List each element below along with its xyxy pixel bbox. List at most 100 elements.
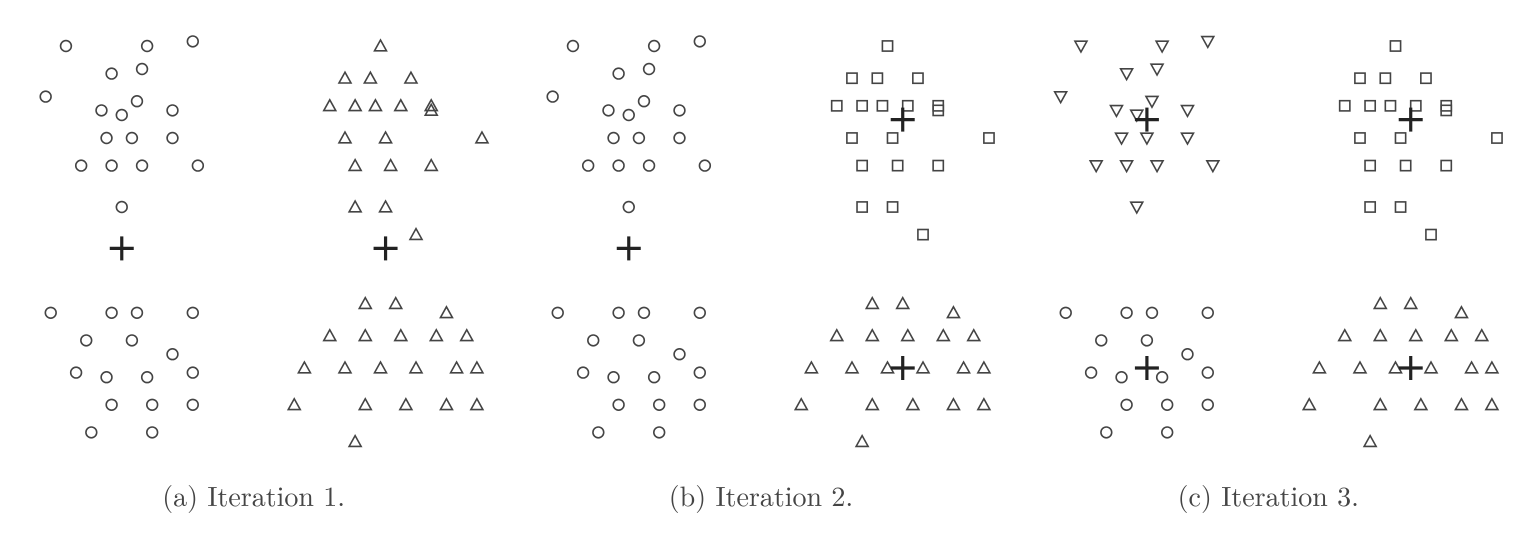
data-point-circle xyxy=(106,307,117,318)
data-point-triangle-up xyxy=(1404,298,1416,309)
data-point-triangle-up xyxy=(410,229,422,240)
data-point-circle xyxy=(116,202,127,213)
data-point-circle xyxy=(1096,335,1107,346)
data-point-circle xyxy=(187,307,198,318)
centroid-cross-icon xyxy=(1135,356,1159,380)
data-point-square xyxy=(1355,73,1365,83)
data-point-circle xyxy=(1146,307,1157,318)
data-point-circle xyxy=(608,372,619,383)
data-point-triangle-down xyxy=(1207,161,1219,172)
data-point-circle xyxy=(568,41,579,52)
data-point-circle xyxy=(649,41,660,52)
data-point-triangle-up xyxy=(359,399,371,410)
data-point-square xyxy=(1400,161,1410,171)
data-point-circle xyxy=(76,160,87,171)
data-point-square xyxy=(847,73,857,83)
data-point-triangle-up xyxy=(349,201,361,212)
data-point-square xyxy=(1365,101,1375,111)
data-point-square xyxy=(1420,73,1430,83)
data-point-circle xyxy=(147,427,158,438)
data-point-circle xyxy=(132,307,143,318)
data-point-square xyxy=(1365,202,1375,212)
data-point-circle xyxy=(608,133,619,144)
data-point-triangle-up xyxy=(938,330,950,341)
data-point-triangle-up xyxy=(324,330,336,341)
data-point-triangle-up xyxy=(1445,330,1457,341)
data-point-triangle-up xyxy=(410,362,422,373)
data-point-triangle-up xyxy=(374,362,386,373)
data-point-circle xyxy=(695,36,706,47)
data-point-square xyxy=(918,230,928,240)
centroid-cross-icon xyxy=(1398,356,1422,380)
data-point-triangle-up xyxy=(349,436,361,447)
kmeans-figure: (a) Iteration 1. (b) Iteration 2. (c) It… xyxy=(0,0,1522,540)
plot-iter3 xyxy=(1015,0,1522,460)
data-point-triangle-up xyxy=(867,330,879,341)
data-point-triangle-up xyxy=(390,298,402,309)
data-point-circle xyxy=(106,160,117,171)
data-point-triangle-down xyxy=(1151,64,1163,75)
data-point-triangle-up xyxy=(806,362,818,373)
data-point-square xyxy=(1395,133,1405,143)
data-point-square xyxy=(933,161,943,171)
data-point-square xyxy=(1380,73,1390,83)
data-point-circle xyxy=(634,335,645,346)
data-point-triangle-up xyxy=(1475,330,1487,341)
data-point-circle xyxy=(639,307,650,318)
data-point-square xyxy=(984,133,994,143)
data-point-triangle-up xyxy=(380,201,392,212)
data-point-triangle-up xyxy=(339,362,351,373)
data-point-triangle-down xyxy=(1156,41,1168,52)
caption-iter2: (b) Iteration 2. xyxy=(507,475,1014,515)
centroid-cross-icon xyxy=(617,236,641,260)
centroid-cross-icon xyxy=(374,236,398,260)
data-point-circle xyxy=(1085,367,1096,378)
data-point-circle xyxy=(1116,372,1127,383)
data-point-circle xyxy=(548,91,559,102)
data-point-triangle-up xyxy=(476,132,488,143)
data-point-circle xyxy=(624,202,635,213)
data-point-circle xyxy=(127,335,138,346)
data-point-circle xyxy=(1121,399,1132,410)
data-point-square xyxy=(1365,161,1375,171)
data-point-circle xyxy=(167,105,178,116)
data-point-square xyxy=(893,161,903,171)
data-point-triangle-up xyxy=(451,362,463,373)
data-point-circle xyxy=(614,160,625,171)
data-point-circle xyxy=(644,160,655,171)
data-point-triangle-up xyxy=(897,298,909,309)
data-point-triangle-up xyxy=(856,436,868,447)
data-point-triangle-down xyxy=(1130,202,1142,213)
data-point-triangle-up xyxy=(1409,330,1421,341)
data-point-triangle-up xyxy=(1455,307,1467,318)
data-point-triangle-up xyxy=(349,160,361,171)
data-point-triangle-up xyxy=(1486,399,1498,410)
data-point-square xyxy=(857,161,867,171)
data-point-triangle-down xyxy=(1075,41,1087,52)
data-point-circle xyxy=(137,64,148,75)
data-point-triangle-up xyxy=(430,330,442,341)
data-point-circle xyxy=(700,160,711,171)
data-point-triangle-down xyxy=(1110,106,1122,117)
scatter-svg-1 xyxy=(0,0,507,460)
panel-iteration-2: (b) Iteration 2. xyxy=(507,0,1014,540)
data-point-square xyxy=(857,202,867,212)
data-point-circle xyxy=(674,349,685,360)
data-point-triangle-up xyxy=(1374,330,1386,341)
data-point-triangle-up xyxy=(948,307,960,318)
data-point-triangle-up xyxy=(380,132,392,143)
caption-iter1: (a) Iteration 1. xyxy=(0,475,507,515)
data-point-square xyxy=(1395,202,1405,212)
data-point-triangle-up xyxy=(978,399,990,410)
data-point-triangle-down xyxy=(1090,161,1102,172)
data-point-circle xyxy=(142,41,153,52)
data-point-triangle-up xyxy=(298,362,310,373)
data-point-circle xyxy=(45,307,56,318)
scatter-svg-3 xyxy=(1015,0,1522,460)
data-point-triangle-up xyxy=(1364,436,1376,447)
data-point-triangle-down xyxy=(1181,106,1193,117)
data-point-triangle-up xyxy=(461,330,473,341)
data-point-triangle-up xyxy=(831,330,843,341)
data-point-circle xyxy=(1156,372,1167,383)
data-point-square xyxy=(1355,133,1365,143)
